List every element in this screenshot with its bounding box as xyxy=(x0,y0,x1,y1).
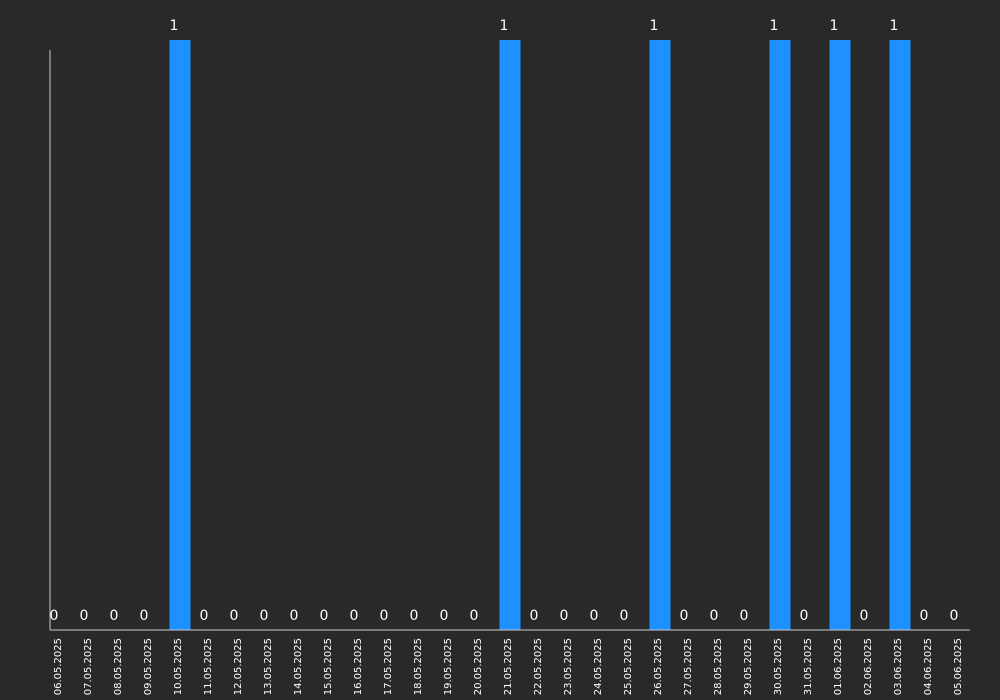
x-tick-label-23.05.2025: 23.05.2025 xyxy=(563,638,574,695)
x-tick-label-31.05.2025: 31.05.2025 xyxy=(803,638,814,695)
value-label-05.06.2025: 0 xyxy=(950,608,959,624)
bar-21.05.2025 xyxy=(499,40,521,630)
value-label-26.05.2025: 1 xyxy=(650,18,659,34)
x-tick-label-10.05.2025: 10.05.2025 xyxy=(173,638,184,695)
bar-01.06.2025 xyxy=(829,40,851,630)
x-tick-label-22.05.2025: 22.05.2025 xyxy=(533,638,544,695)
value-label-20.05.2025: 0 xyxy=(470,608,479,624)
bar-26.05.2025 xyxy=(649,40,671,630)
value-label-15.05.2025: 0 xyxy=(320,608,329,624)
x-tick-label-30.05.2025: 30.05.2025 xyxy=(773,638,784,695)
value-label-11.05.2025: 0 xyxy=(200,608,209,624)
value-label-01.06.2025: 1 xyxy=(830,18,839,34)
x-tick-label-29.05.2025: 29.05.2025 xyxy=(743,638,754,695)
value-labels-group: 0 0 0 0 1 0 0 0 0 0 0 0 0 0 0 1 0 0 0 0 1 0 0 0 1 0 1 0 1 0 0 xyxy=(50,18,959,624)
x-tick-label-24.05.2025: 24.05.2025 xyxy=(593,638,604,695)
x-tick-label-03.06.2025: 03.06.2025 xyxy=(893,638,904,695)
x-tick-label-08.05.2025: 08.05.2025 xyxy=(113,638,124,695)
value-label-14.05.2025: 0 xyxy=(290,608,299,624)
x-tick-label-06.05.2025: 06.05.2025 xyxy=(53,638,64,695)
x-tick-label-02.06.2025: 02.06.2025 xyxy=(863,638,874,695)
x-tick-label-16.05.2025: 16.05.2025 xyxy=(353,638,364,695)
value-label-06.05.2025: 0 xyxy=(50,608,59,624)
x-tick-label-20.05.2025: 20.05.2025 xyxy=(473,638,484,695)
value-label-24.05.2025: 0 xyxy=(590,608,599,624)
value-label-13.05.2025: 0 xyxy=(260,608,269,624)
value-label-07.05.2025: 0 xyxy=(80,608,89,624)
value-label-27.05.2025: 0 xyxy=(680,608,689,624)
x-tick-label-13.05.2025: 13.05.2025 xyxy=(263,638,274,695)
x-tick-label-18.05.2025: 18.05.2025 xyxy=(413,638,424,695)
value-label-17.05.2025: 0 xyxy=(380,608,389,624)
value-label-03.06.2025: 1 xyxy=(890,18,899,34)
x-tick-label-26.05.2025: 26.05.2025 xyxy=(653,638,664,695)
value-label-16.05.2025: 0 xyxy=(350,608,359,624)
x-tick-label-21.05.2025: 21.05.2025 xyxy=(503,638,514,695)
x-tick-label-25.05.2025: 25.05.2025 xyxy=(623,638,634,695)
value-label-25.05.2025: 0 xyxy=(620,608,629,624)
x-tick-label-05.06.2025: 05.06.2025 xyxy=(953,638,964,695)
x-tick-label-15.05.2025: 15.05.2025 xyxy=(323,638,334,695)
bar-03.06.2025 xyxy=(889,40,911,630)
x-tick-label-01.06.2025: 01.06.2025 xyxy=(833,638,844,695)
x-tick-label-04.06.2025: 04.06.2025 xyxy=(923,638,934,695)
x-tick-label-14.05.2025: 14.05.2025 xyxy=(293,638,304,695)
value-label-04.06.2025: 0 xyxy=(920,608,929,624)
value-label-29.05.2025: 0 xyxy=(740,608,749,624)
x-tick-label-27.05.2025: 27.05.2025 xyxy=(683,638,694,695)
value-label-19.05.2025: 0 xyxy=(440,608,449,624)
value-label-02.06.2025: 0 xyxy=(860,608,869,624)
value-label-08.05.2025: 0 xyxy=(110,608,119,624)
bar-30.05.2025 xyxy=(769,40,791,630)
tick-labels-group: 06.05.2025 07.05.2025 08.05.2025 09.05.2025… xyxy=(53,638,964,695)
value-label-31.05.2025: 0 xyxy=(800,608,809,624)
value-label-18.05.2025: 0 xyxy=(410,608,419,624)
x-tick-label-17.05.2025: 17.05.2025 xyxy=(383,638,394,695)
value-label-10.05.2025: 1 xyxy=(170,18,179,34)
x-tick-label-09.05.2025: 09.05.2025 xyxy=(143,638,154,695)
value-label-12.05.2025: 0 xyxy=(230,608,239,624)
bars-group xyxy=(169,40,911,630)
x-tick-label-12.05.2025: 12.05.2025 xyxy=(233,638,244,695)
x-tick-label-11.05.2025: 11.05.2025 xyxy=(203,638,214,695)
value-label-21.05.2025: 1 xyxy=(500,18,509,34)
x-tick-label-28.05.2025: 28.05.2025 xyxy=(713,638,724,695)
x-tick-label-07.05.2025: 07.05.2025 xyxy=(83,638,94,695)
value-label-09.05.2025: 0 xyxy=(140,608,149,624)
value-label-22.05.2025: 0 xyxy=(530,608,539,624)
value-label-30.05.2025: 1 xyxy=(770,18,779,34)
bar-10.05.2025 xyxy=(169,40,191,630)
value-label-23.05.2025: 0 xyxy=(560,608,569,624)
x-tick-label-19.05.2025: 19.05.2025 xyxy=(443,638,454,695)
value-label-28.05.2025: 0 xyxy=(710,608,719,624)
